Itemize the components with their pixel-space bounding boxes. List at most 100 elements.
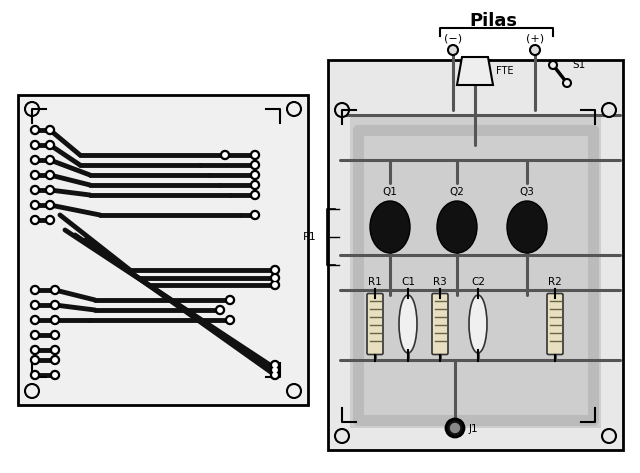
Circle shape (448, 45, 458, 55)
Circle shape (563, 79, 571, 87)
Circle shape (602, 103, 616, 117)
Circle shape (33, 358, 37, 362)
Polygon shape (350, 115, 601, 428)
Circle shape (48, 188, 52, 192)
Circle shape (31, 345, 40, 354)
Circle shape (51, 286, 60, 295)
Text: C2: C2 (471, 277, 485, 287)
Circle shape (216, 306, 225, 315)
Circle shape (45, 201, 54, 210)
Circle shape (52, 348, 57, 352)
Circle shape (51, 300, 60, 309)
Text: (−): (−) (444, 34, 462, 44)
Circle shape (31, 185, 40, 194)
Circle shape (31, 356, 40, 365)
Circle shape (33, 303, 37, 307)
Circle shape (31, 370, 40, 379)
Circle shape (48, 203, 52, 207)
Circle shape (250, 181, 259, 190)
Circle shape (33, 158, 37, 162)
Circle shape (25, 102, 39, 116)
Circle shape (223, 153, 227, 157)
Circle shape (33, 333, 37, 337)
Circle shape (33, 218, 37, 222)
Circle shape (271, 273, 280, 282)
Circle shape (271, 280, 280, 289)
Text: R3: R3 (433, 277, 447, 287)
Text: J1: J1 (469, 424, 479, 434)
Circle shape (51, 370, 60, 379)
Circle shape (51, 331, 60, 340)
Circle shape (48, 128, 52, 132)
FancyBboxPatch shape (547, 294, 563, 354)
Circle shape (271, 370, 280, 379)
Text: R1: R1 (368, 277, 382, 287)
Circle shape (271, 366, 280, 375)
Circle shape (52, 333, 57, 337)
Circle shape (451, 423, 460, 432)
Circle shape (48, 218, 52, 222)
Circle shape (52, 373, 57, 377)
Text: Pilas: Pilas (469, 12, 517, 30)
Circle shape (31, 331, 40, 340)
FancyBboxPatch shape (432, 294, 448, 354)
Circle shape (335, 103, 349, 117)
Circle shape (287, 102, 301, 116)
Bar (18, 95, 308, 405)
Circle shape (335, 429, 349, 443)
Bar (328, 60, 623, 450)
Circle shape (31, 140, 40, 149)
FancyBboxPatch shape (367, 294, 383, 354)
Circle shape (271, 265, 280, 274)
Circle shape (228, 318, 232, 322)
Text: Q2: Q2 (449, 187, 465, 197)
Circle shape (48, 173, 52, 177)
Circle shape (253, 213, 257, 217)
Circle shape (52, 358, 57, 362)
Circle shape (250, 170, 259, 179)
Circle shape (33, 173, 37, 177)
Circle shape (45, 156, 54, 165)
Circle shape (253, 173, 257, 177)
Circle shape (221, 150, 230, 159)
Circle shape (253, 183, 257, 187)
Circle shape (48, 143, 52, 147)
Circle shape (31, 216, 40, 225)
Circle shape (549, 61, 557, 69)
Polygon shape (457, 57, 493, 85)
Text: C1: C1 (401, 277, 415, 287)
Circle shape (446, 419, 464, 437)
Circle shape (225, 296, 234, 305)
Circle shape (271, 360, 280, 369)
Circle shape (273, 363, 277, 367)
Circle shape (253, 163, 257, 167)
Circle shape (51, 315, 60, 324)
Circle shape (31, 286, 40, 295)
Circle shape (52, 288, 57, 292)
Ellipse shape (507, 201, 547, 253)
Circle shape (218, 308, 222, 312)
Circle shape (273, 268, 277, 272)
Circle shape (33, 128, 37, 132)
Circle shape (31, 125, 40, 134)
Circle shape (31, 156, 40, 165)
Ellipse shape (399, 295, 417, 353)
Text: Q1: Q1 (383, 187, 397, 197)
Circle shape (250, 191, 259, 200)
Circle shape (530, 45, 540, 55)
Circle shape (253, 153, 257, 157)
Circle shape (48, 158, 52, 162)
Circle shape (45, 216, 54, 225)
Text: R2: R2 (548, 277, 562, 287)
Circle shape (250, 150, 259, 159)
Circle shape (273, 276, 277, 280)
Circle shape (31, 315, 40, 324)
Circle shape (31, 300, 40, 309)
Text: (+): (+) (526, 34, 544, 44)
Circle shape (45, 185, 54, 194)
Circle shape (33, 318, 37, 322)
Circle shape (228, 298, 232, 302)
Circle shape (287, 384, 301, 398)
Circle shape (25, 384, 39, 398)
Circle shape (273, 373, 277, 377)
